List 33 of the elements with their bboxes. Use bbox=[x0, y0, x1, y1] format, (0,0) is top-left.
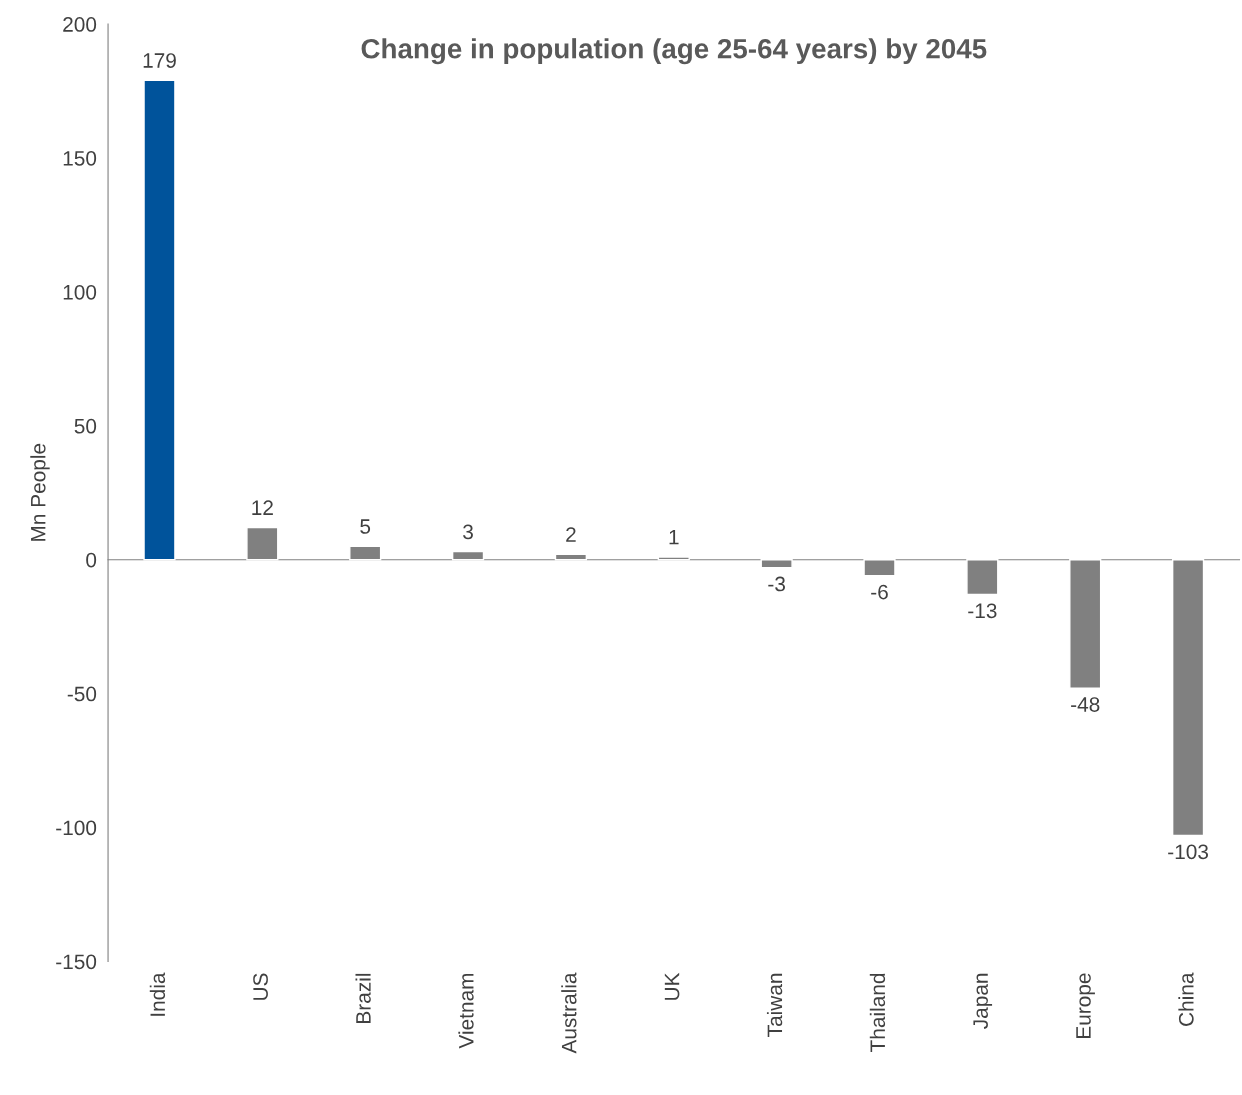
y-tick-label: 200 bbox=[63, 17, 97, 32]
x-tick-label: US bbox=[253, 973, 268, 1000]
data-label: 3 bbox=[463, 524, 473, 540]
data-label: 2 bbox=[566, 527, 576, 542]
data-label: 1 bbox=[669, 530, 679, 545]
y-tick-label: -150 bbox=[56, 954, 97, 970]
x-tick-label: Vietnam bbox=[458, 973, 474, 1049]
y-tick-label: -50 bbox=[67, 686, 97, 702]
x-tick-label: Brazil bbox=[355, 973, 371, 1023]
y-tick-label: 50 bbox=[74, 418, 97, 434]
x-tick-label: China bbox=[1178, 972, 1194, 1026]
x-tick-label: UK bbox=[664, 972, 680, 1000]
data-label: 5 bbox=[360, 519, 371, 534]
data-label: 179 bbox=[143, 53, 176, 68]
y-tick-label: 150 bbox=[63, 150, 97, 166]
data-label: -3 bbox=[768, 576, 785, 592]
y-tick-label: -100 bbox=[56, 820, 97, 836]
y-tick-label: 0 bbox=[86, 552, 97, 568]
chart-title: Change in population (age 25-64 years) by 2045 bbox=[361, 38, 987, 65]
x-tick-label: India bbox=[149, 972, 166, 1016]
y-axis-title: Mn People bbox=[30, 443, 50, 541]
data-label: -6 bbox=[871, 584, 888, 600]
x-tick-label: Taiwan bbox=[766, 973, 783, 1037]
data-label: -48 bbox=[1071, 697, 1100, 712]
y-tick-label: 100 bbox=[63, 284, 97, 300]
data-label: 12 bbox=[252, 500, 273, 515]
x-tick-label: Europe bbox=[1076, 973, 1095, 1038]
bar bbox=[143, 79, 176, 561]
data-label: -103 bbox=[1168, 844, 1209, 860]
x-tick-label: Australia bbox=[561, 972, 577, 1054]
x-tick-label: Japan bbox=[973, 973, 993, 1029]
x-tick-label: Thailand bbox=[869, 973, 886, 1052]
data-label: -13 bbox=[968, 603, 997, 619]
